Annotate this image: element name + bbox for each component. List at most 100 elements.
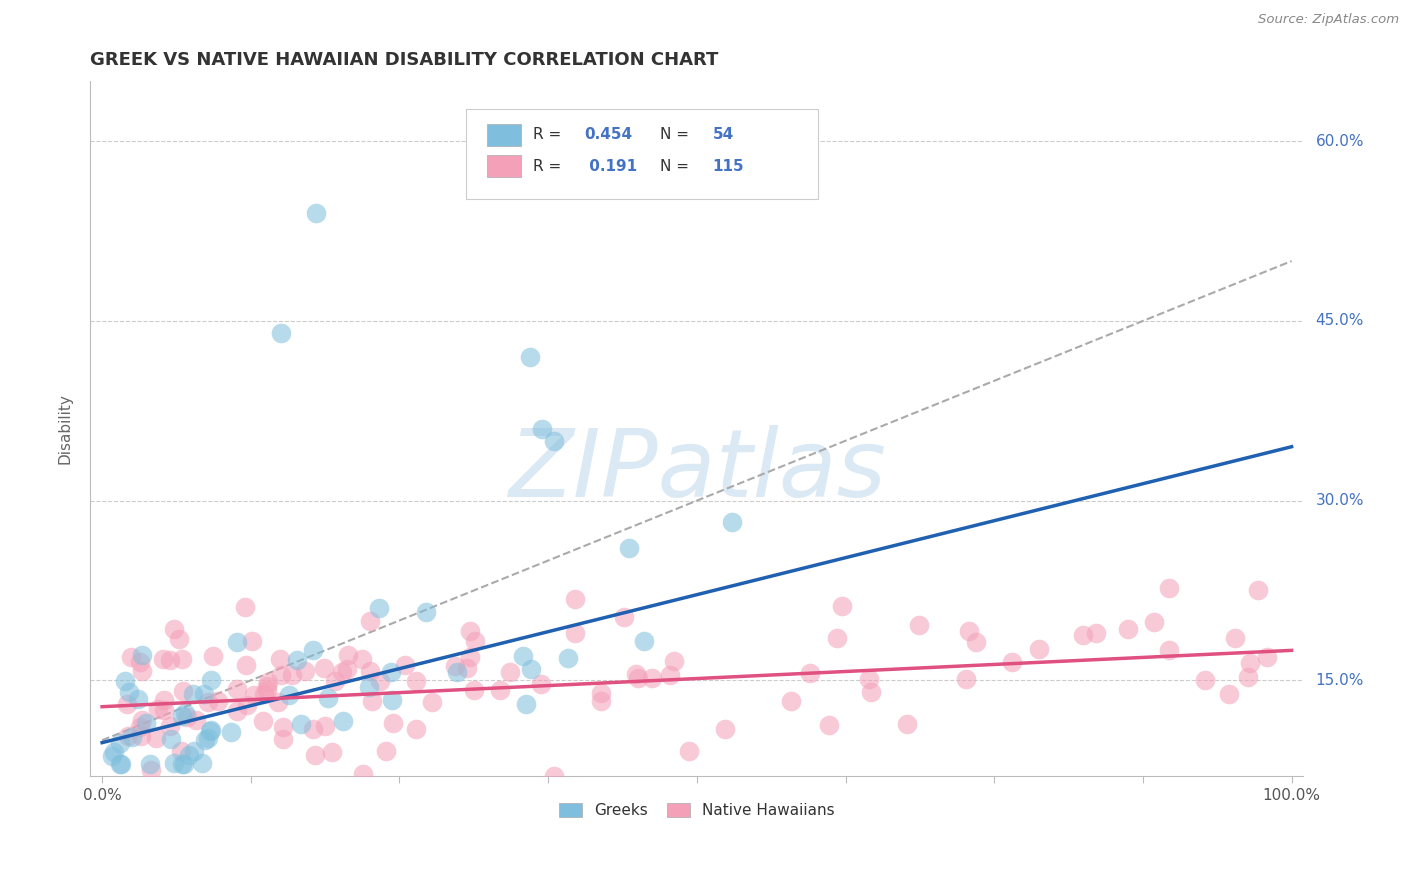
Native Hawaiians xyxy=(167,632,190,646)
Native Hawaiians xyxy=(361,694,384,708)
Text: N =: N = xyxy=(661,159,695,174)
Text: ZIPatlas: ZIPatlas xyxy=(508,425,886,516)
Native Hawaiians xyxy=(170,652,193,666)
Native Hawaiians xyxy=(1247,582,1270,597)
Native Hawaiians xyxy=(1028,642,1050,657)
Greeks xyxy=(101,748,124,763)
Greeks xyxy=(121,730,143,744)
Native Hawaiians xyxy=(831,599,853,613)
Native Hawaiians xyxy=(368,674,391,689)
Greeks xyxy=(519,350,541,364)
Greeks xyxy=(270,326,292,340)
Native Hawaiians xyxy=(280,668,302,682)
Native Hawaiians xyxy=(860,685,883,699)
Native Hawaiians xyxy=(257,674,280,689)
Greeks xyxy=(277,688,299,702)
Text: 30.0%: 30.0% xyxy=(1316,493,1364,508)
Greeks xyxy=(219,725,242,739)
Greeks xyxy=(159,732,181,747)
Y-axis label: Disability: Disability xyxy=(58,393,72,464)
Greeks xyxy=(633,633,655,648)
Greeks xyxy=(127,691,149,706)
Native Hawaiians xyxy=(405,722,427,736)
Native Hawaiians xyxy=(120,650,142,665)
Greeks xyxy=(193,687,215,701)
Native Hawaiians xyxy=(1218,687,1240,701)
Native Hawaiians xyxy=(1194,673,1216,687)
Text: GREEK VS NATIVE HAWAIIAN DISABILITY CORRELATION CHART: GREEK VS NATIVE HAWAIIAN DISABILITY CORR… xyxy=(90,51,718,69)
Greeks xyxy=(173,757,195,772)
Native Hawaiians xyxy=(129,720,152,734)
Greeks xyxy=(114,674,136,689)
Greeks xyxy=(173,706,195,720)
Greeks xyxy=(515,697,537,711)
Native Hawaiians xyxy=(955,673,977,687)
Native Hawaiians xyxy=(148,701,170,715)
Native Hawaiians xyxy=(530,677,553,691)
Native Hawaiians xyxy=(235,658,257,673)
Native Hawaiians xyxy=(226,681,249,696)
Native Hawaiians xyxy=(267,695,290,709)
Text: 0.454: 0.454 xyxy=(583,128,633,143)
Text: 15.0%: 15.0% xyxy=(1316,673,1364,688)
Native Hawaiians xyxy=(302,722,325,736)
Greeks xyxy=(301,643,323,657)
Greeks xyxy=(367,601,389,615)
Native Hawaiians xyxy=(359,614,381,628)
Native Hawaiians xyxy=(659,668,682,682)
Native Hawaiians xyxy=(270,668,292,682)
Native Hawaiians xyxy=(613,610,636,624)
Native Hawaiians xyxy=(176,710,198,724)
Native Hawaiians xyxy=(464,634,486,648)
Greeks xyxy=(172,709,194,723)
Native Hawaiians xyxy=(240,634,263,648)
Native Hawaiians xyxy=(337,648,360,663)
Native Hawaiians xyxy=(129,729,152,743)
Native Hawaiians xyxy=(159,719,181,733)
Bar xyxy=(486,124,522,146)
Native Hawaiians xyxy=(321,746,343,760)
Native Hawaiians xyxy=(463,682,485,697)
Native Hawaiians xyxy=(1159,643,1181,657)
Native Hawaiians xyxy=(564,592,586,607)
Greeks xyxy=(108,757,131,772)
Greeks xyxy=(380,665,402,680)
Native Hawaiians xyxy=(1256,649,1278,664)
Native Hawaiians xyxy=(589,693,612,707)
Native Hawaiians xyxy=(256,679,278,693)
Greeks xyxy=(520,662,543,676)
Native Hawaiians xyxy=(225,704,247,718)
Native Hawaiians xyxy=(624,667,647,681)
Native Hawaiians xyxy=(1001,656,1024,670)
Native Hawaiians xyxy=(1116,622,1139,636)
Greeks xyxy=(197,731,219,745)
Greeks xyxy=(139,757,162,772)
Native Hawaiians xyxy=(269,652,291,666)
Native Hawaiians xyxy=(1143,615,1166,629)
Greeks xyxy=(200,723,222,738)
Native Hawaiians xyxy=(314,719,336,733)
Native Hawaiians xyxy=(896,716,918,731)
Native Hawaiians xyxy=(207,693,229,707)
Native Hawaiians xyxy=(271,731,294,746)
Native Hawaiians xyxy=(714,722,737,736)
Native Hawaiians xyxy=(564,625,586,640)
Native Hawaiians xyxy=(139,763,162,777)
Native Hawaiians xyxy=(1237,670,1260,684)
Text: 45.0%: 45.0% xyxy=(1316,313,1364,328)
Native Hawaiians xyxy=(965,634,987,648)
Greeks xyxy=(131,648,153,662)
Native Hawaiians xyxy=(312,661,335,675)
Greeks xyxy=(415,606,437,620)
Native Hawaiians xyxy=(381,715,404,730)
Native Hawaiians xyxy=(1223,632,1246,646)
Native Hawaiians xyxy=(1071,628,1094,642)
Native Hawaiians xyxy=(129,655,152,669)
Native Hawaiians xyxy=(202,648,225,663)
Native Hawaiians xyxy=(115,697,138,711)
Greeks xyxy=(290,717,312,731)
Greeks xyxy=(619,541,641,555)
Native Hawaiians xyxy=(350,652,373,666)
Greeks xyxy=(446,665,468,679)
Native Hawaiians xyxy=(818,717,841,731)
